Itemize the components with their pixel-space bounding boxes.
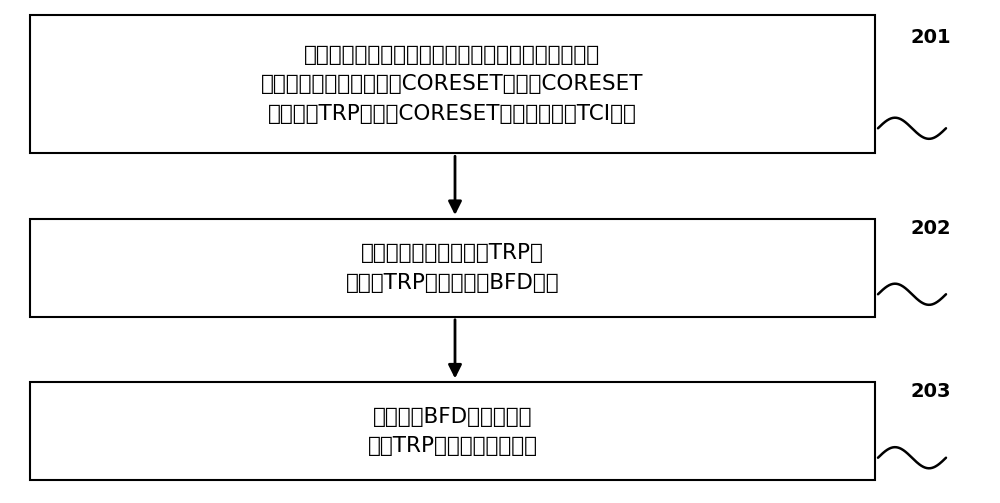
Text: 202: 202	[910, 219, 951, 238]
Text: 基于目标BFD资源，检测
目标TRP是否发生波束失败: 基于目标BFD资源，检测 目标TRP是否发生波束失败	[368, 406, 538, 456]
FancyBboxPatch shape	[30, 219, 875, 317]
FancyBboxPatch shape	[30, 15, 875, 153]
Text: 根据配置信息确定目标TRP和
与目标TRP对应的目标BFD资源: 根据配置信息确定目标TRP和 与目标TRP对应的目标BFD资源	[346, 243, 559, 293]
Text: 201: 201	[910, 28, 951, 47]
Text: 确定网络设备发送的配置信息，其中，配置信息包括
索引信息，索引信息包括CORESET对应的CORESET
池索引或TRP标识，CORESET对应至少一个TCI状: 确定网络设备发送的配置信息，其中，配置信息包括 索引信息，索引信息包括CORES…	[261, 45, 644, 124]
Text: 203: 203	[910, 382, 950, 401]
FancyBboxPatch shape	[30, 382, 875, 480]
